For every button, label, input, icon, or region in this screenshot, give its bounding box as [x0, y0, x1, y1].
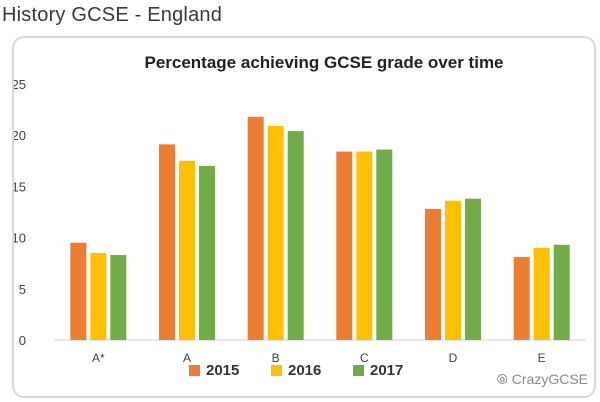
y-tick-label: 20: [14, 128, 26, 143]
bar-2015-E: [513, 257, 530, 340]
wechat-icon: ⦾: [496, 371, 508, 387]
bar-2017-B: [287, 131, 304, 340]
bar-2016-B: [267, 125, 284, 340]
bar-2015-C: [336, 151, 353, 340]
bar-chart: Percentage achieving GCSE grade over tim…: [14, 53, 586, 379]
bar-2015-D: [425, 208, 441, 340]
bar-2015-A*: [70, 242, 87, 340]
watermark: ⦾ CrazyGCSE: [497, 371, 588, 388]
bar-2016-C: [356, 151, 373, 340]
y-tick-label: 0: [19, 333, 26, 348]
bar-2017-C: [376, 149, 393, 340]
x-tick-label: A: [183, 351, 191, 365]
x-tick-label: D: [449, 351, 458, 365]
y-tick-label: 10: [14, 231, 26, 246]
legend-swatch-2015: [189, 365, 200, 376]
bar-2017-D: [465, 198, 481, 340]
chart-title: Percentage achieving GCSE grade over tim…: [144, 53, 503, 72]
legend-label-2015: 2015: [206, 362, 239, 379]
legend-swatch-2017: [353, 365, 364, 376]
watermark-text: CrazyGCSE: [511, 371, 588, 387]
y-tick-label: 5: [19, 282, 26, 297]
y-tick-label: 25: [14, 77, 26, 92]
bar-2016-A*: [90, 252, 107, 340]
page-title: History GCSE - England: [2, 4, 223, 26]
bar-2016-D: [445, 200, 461, 340]
x-tick-label: C: [360, 351, 369, 365]
y-tick-label: 15: [14, 179, 26, 194]
x-tick-label: A*: [92, 351, 105, 365]
chart-frame: Percentage achieving GCSE grade over tim…: [12, 36, 596, 398]
bar-2017-A*: [110, 255, 127, 340]
bar-2017-A: [199, 165, 215, 340]
legend-swatch-2016: [271, 365, 282, 376]
bar-2016-A: [179, 160, 195, 340]
bar-2017-E: [553, 244, 570, 340]
bar-2015-A: [159, 144, 175, 340]
x-tick-label: E: [538, 351, 546, 365]
legend-label-2017: 2017: [370, 362, 403, 379]
bar-2016-E: [533, 247, 550, 340]
legend-label-2016: 2016: [288, 362, 321, 379]
bar-2015-B: [247, 116, 264, 340]
x-tick-label: B: [272, 351, 280, 365]
